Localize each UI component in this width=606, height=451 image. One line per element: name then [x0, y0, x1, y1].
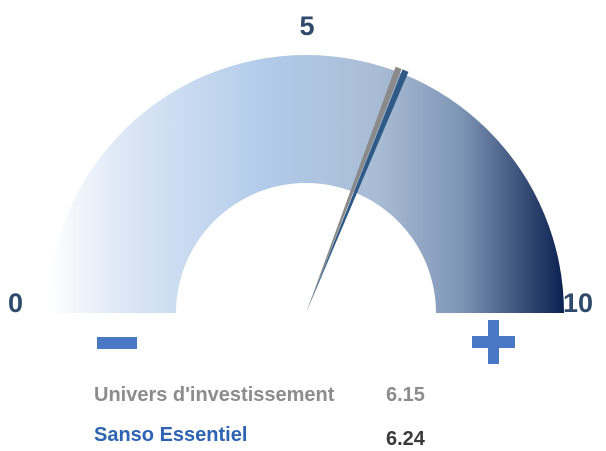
tick-label-0: 0 [8, 288, 23, 318]
legend-value-fund: 6.24 [386, 428, 425, 450]
tick-label-10: 10 [563, 288, 593, 318]
gauge-needles [306, 66, 409, 313]
tick-label-5: 5 [299, 11, 314, 41]
legend-label-universe: Univers d'investissement [94, 384, 335, 406]
plus-icon [472, 320, 515, 364]
gauge-arc [48, 55, 564, 313]
minus-icon [97, 337, 137, 349]
needle-universe [306, 66, 402, 313]
legend-label-fund: Sanso Essentiel [94, 424, 248, 446]
legend-value-universe: 6.15 [386, 384, 425, 406]
needle-fund [306, 69, 409, 313]
